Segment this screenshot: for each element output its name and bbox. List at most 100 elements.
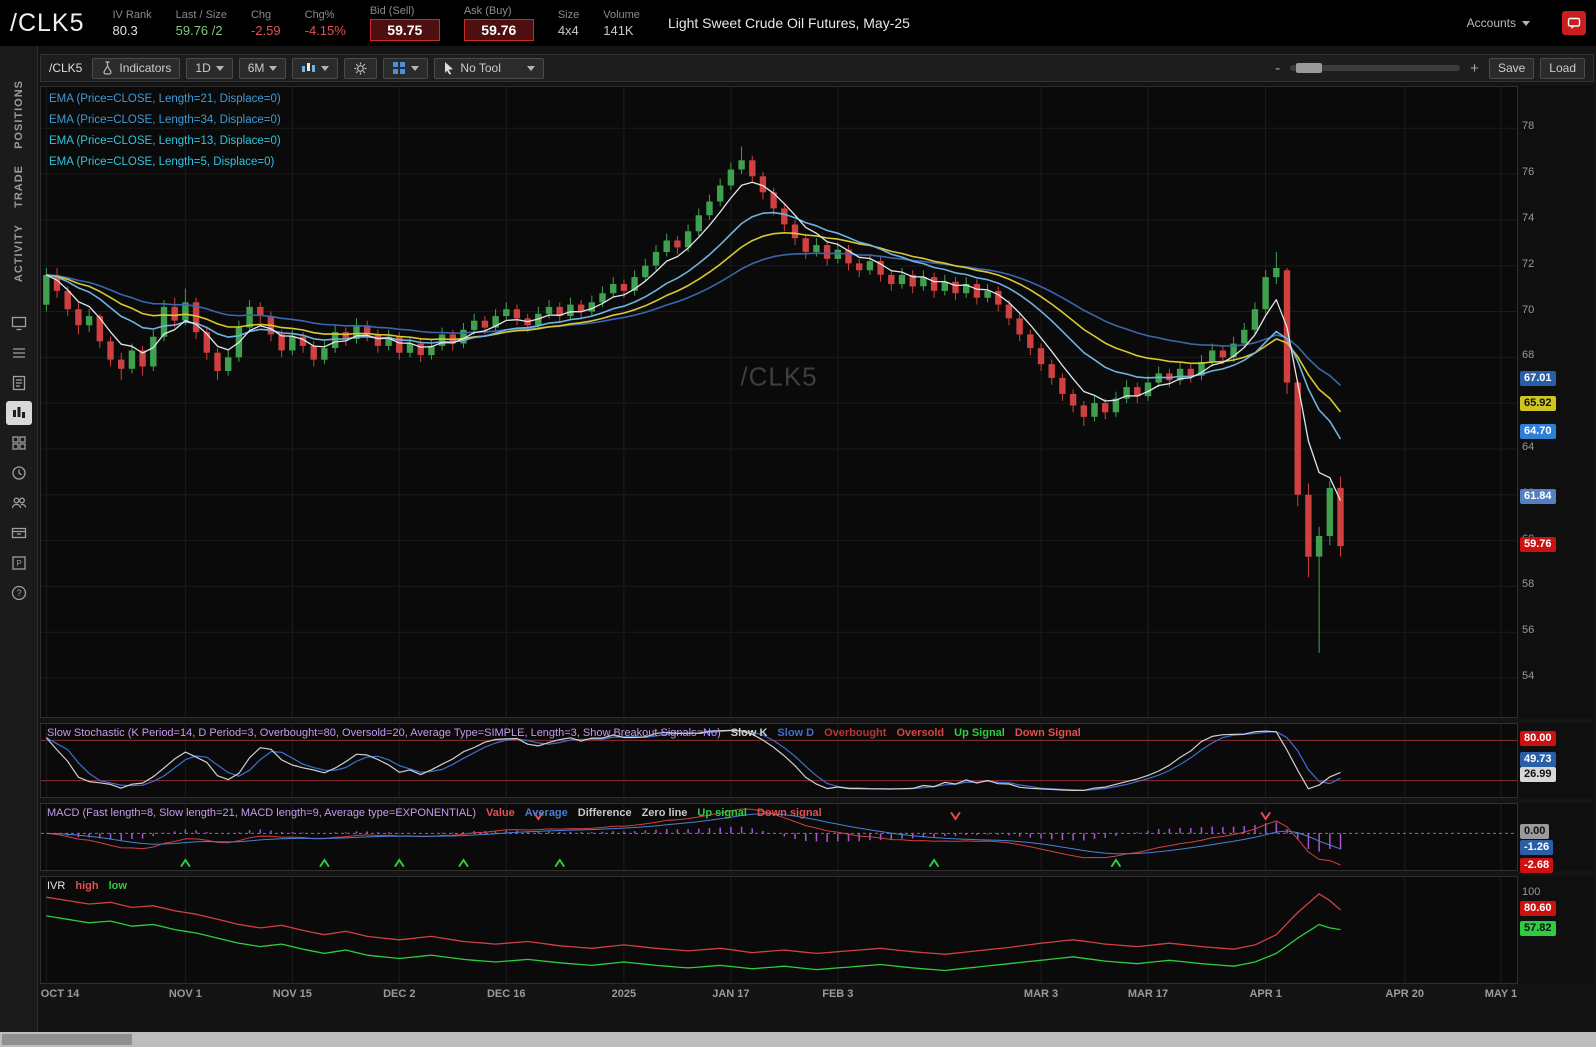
sidebar-tab-positions[interactable]: POSITIONS [12, 80, 25, 149]
indicators-button[interactable]: Indicators [92, 57, 181, 79]
time-tick: NOV 15 [272, 988, 312, 1000]
save-button[interactable]: Save [1488, 57, 1535, 79]
chevron-down-icon [269, 65, 278, 71]
macd-bubble: 0.00 [1520, 824, 1550, 840]
community-icon[interactable] [6, 491, 32, 515]
sidebar-tabs: POSITIONS TRADE ACTIVITY [13, 64, 25, 298]
ema-legend-item-34[interactable]: EMA (Price=CLOSE, Length=34, Displace=0) [49, 114, 281, 126]
sidebar-tab-activity[interactable]: ACTIVITY [12, 223, 25, 282]
stochastic-title[interactable]: Slow Stochastic (K Period=14, D Period=3… [47, 727, 721, 739]
ivr-legend: IVR high low [47, 880, 137, 892]
zoom-slider[interactable] [1290, 63, 1461, 73]
zoom-slider-thumb[interactable] [1296, 63, 1323, 73]
axis-corner [1518, 984, 1594, 1006]
ivr-axis: 100 80.60 57.82 [1518, 876, 1594, 984]
stochastic-axis: 80.00 49.73 26.99 [1518, 723, 1594, 798]
stochastic-legend-slow-d: Slow D [777, 727, 815, 739]
chart-type-dropdown[interactable] [292, 57, 339, 79]
header-field-chg: Chg -2.59 [251, 9, 281, 38]
time-tick: JAN 17 [712, 988, 750, 1000]
stochastic-legend-slow-k: Slow K [730, 727, 768, 739]
ivr-bubble: 80.60 [1520, 901, 1556, 917]
header-field-ask-buy-: Ask (Buy) 59.76 [463, 5, 534, 41]
ema-legend-item-5[interactable]: EMA (Price=CLOSE, Length=5, Displace=0) [49, 156, 275, 168]
macd-title[interactable]: MACD (Fast length=8, Slow length=21, MAC… [47, 807, 477, 819]
stochastic-legend-overbought: Overbought [824, 727, 887, 739]
macd-legend-down-signal: Down signal [756, 807, 822, 819]
svg-text:?: ? [16, 588, 21, 598]
field-value: 80.3 [112, 22, 138, 38]
header-field-bid-sell-: Bid (Sell) 59.75 [369, 5, 440, 41]
chevron-down-icon [321, 65, 330, 71]
time-tick: APR 1 [1249, 988, 1282, 1000]
help-icon[interactable]: ? [6, 581, 32, 605]
chevron-down-icon [527, 65, 536, 71]
grid-layout-icon[interactable] [6, 431, 32, 455]
macd-legend: MACD (Fast length=8, Slow length=21, MAC… [47, 807, 832, 819]
archive-icon[interactable] [6, 521, 32, 545]
stochastic-row: Slow Stochastic (K Period=14, D Period=3… [40, 723, 1594, 798]
time-tick: DEC 16 [486, 988, 526, 1000]
flask-icon [103, 61, 112, 75]
header-field-size: Size 4x4 [558, 9, 579, 38]
ivr-bubble: 57.82 [1520, 920, 1556, 936]
zoom-out-button[interactable]: - [1275, 59, 1281, 77]
sidebar-tab-trade[interactable]: TRADE [12, 164, 25, 208]
support-chat-icon[interactable] [1562, 11, 1586, 35]
ivr-legend-high: high [75, 880, 99, 892]
field-label: Volume [603, 8, 640, 21]
candlestick-chart-icon [302, 62, 316, 72]
price-bubble: 64.70 [1520, 423, 1556, 439]
price-axis[interactable]: 7876747270686664626058565467.0165.9264.7… [1518, 86, 1594, 718]
header-field-iv-rank: IV Rank 80.3 [112, 9, 151, 38]
scrollbar-thumb[interactable] [2, 1034, 132, 1045]
field-value: 59.76 /2 [175, 22, 223, 38]
load-button[interactable]: Load [1540, 57, 1585, 79]
timeframe-dropdown[interactable]: 1D [186, 57, 233, 79]
ivr-title[interactable]: IVR [47, 880, 66, 892]
macd-plot[interactable]: MACD (Fast length=8, Slow length=21, MAC… [40, 803, 1518, 871]
price-bubble: 65.92 [1520, 395, 1556, 411]
main-chart-plot[interactable]: EMA (Price=CLOSE, Length=21, Displace=0)… [40, 86, 1518, 718]
ema-legend-item-13[interactable]: EMA (Price=CLOSE, Length=13, Displace=0) [49, 135, 281, 147]
header-fields: IV Rank 80.3 Last / Size 59.76 /2 Chg -2.59 Ch… [112, 5, 640, 41]
chevron-down-icon [411, 65, 420, 71]
stochastic-pl�ot[interactable]: Slow Stochastic (K Period=14, D Period=3… [40, 723, 1518, 798]
content: POSITIONS TRADE ACTIVITY P? /CLK5 Indicato… [0, 46, 1596, 1047]
time-tick: APR 20 [1385, 988, 1424, 1000]
field-value: -4.15% [304, 22, 346, 38]
price-tick: 72 [1522, 257, 1535, 270]
range-dropdown[interactable]: 6M [238, 57, 287, 79]
price-bubble: 61.84 [1520, 489, 1556, 505]
ema-legend-item-21[interactable]: EMA (Price=CLOSE, Length=21, Displace=0) [49, 93, 281, 105]
price-tick: 74 [1522, 211, 1535, 224]
field-label: Chg [250, 8, 272, 21]
macd-legend-value: Value [486, 807, 515, 819]
sidebar-icons: P? [5, 308, 32, 608]
zoom-in-button[interactable]: + [1470, 59, 1479, 77]
chevron-down-icon [1522, 20, 1530, 26]
layout-grid-dropdown[interactable] [383, 57, 429, 79]
paper-money-icon[interactable]: P [6, 551, 32, 575]
field-value: 4x4 [557, 22, 579, 38]
chart-settings-button[interactable] [344, 57, 378, 79]
drawing-tool-dropdown[interactable]: No Tool [434, 57, 545, 79]
notes-icon[interactable] [6, 371, 32, 395]
chart-icon[interactable] [5, 400, 32, 425]
horizontal-scrollbar[interactable] [0, 1032, 1596, 1047]
stochastic-legend-oversold: Oversold [896, 727, 945, 739]
ivr-plot[interactable]: IVR high low [40, 876, 1518, 984]
quotes-monitor-icon[interactable] [6, 311, 32, 335]
watchlist-icon[interactable] [6, 341, 32, 365]
chart-toolbar: /CLK5 Indicators 1D 6M [40, 54, 1594, 82]
field-label: IV Rank [112, 8, 152, 21]
macd-legend-difference: Difference [577, 807, 632, 819]
chevron-down-icon [215, 65, 224, 71]
range-value: 6M [247, 61, 265, 75]
accounts-dropdown[interactable]: Accounts [1467, 16, 1530, 30]
price-tick: 56 [1522, 624, 1535, 637]
price-tick: 68 [1522, 349, 1535, 362]
history-clock-icon[interactable] [6, 461, 32, 485]
svg-text:P: P [16, 559, 21, 568]
